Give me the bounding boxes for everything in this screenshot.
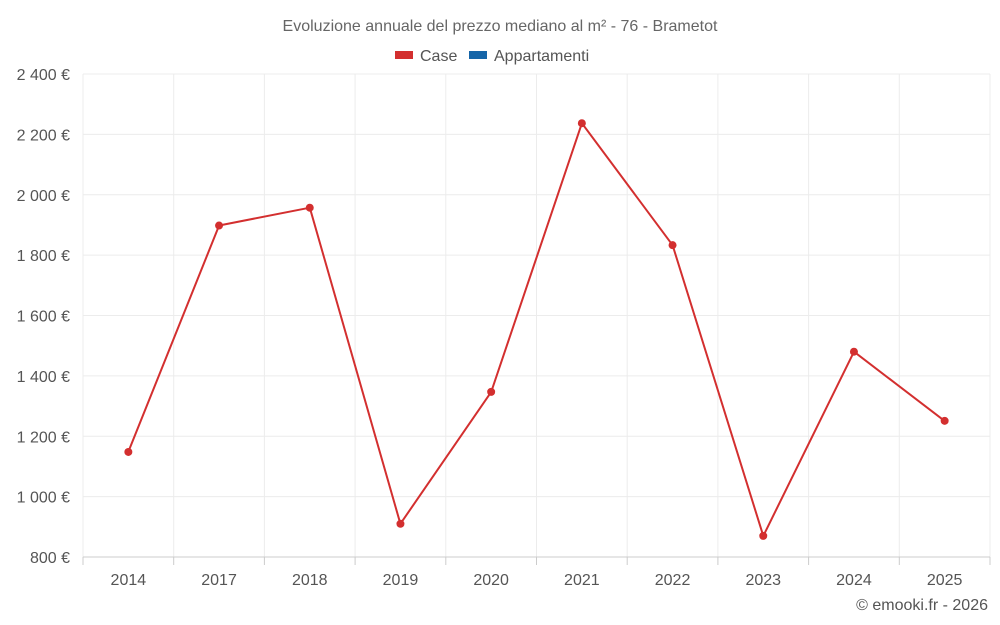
y-tick-label: 1 800 € (17, 248, 70, 265)
credit-text: © emooki.fr - 2026 (856, 597, 988, 614)
x-tick-label: 2025 (927, 572, 963, 589)
series-line-case (127, 122, 946, 537)
legend-swatch-1 (395, 51, 413, 59)
y-tick-label: 1 400 € (17, 369, 70, 386)
data-point-2018 (305, 203, 314, 212)
x-tick-label: 2019 (383, 572, 419, 589)
y-tick-label: 1 200 € (17, 429, 70, 446)
data-point-2023 (759, 531, 768, 540)
legend-label-2: Appartamenti (494, 48, 589, 65)
data-point-2022 (668, 241, 677, 250)
data-point-2024 (849, 347, 858, 356)
y-tick-label: 1 000 € (17, 490, 70, 507)
x-tick-label: 2017 (201, 572, 237, 589)
x-tick-label: 2020 (473, 572, 509, 589)
data-point-2025 (940, 416, 949, 425)
data-point-2021 (577, 119, 586, 128)
x-tick-label: 2023 (745, 572, 781, 589)
series-layer (124, 119, 949, 540)
y-tick-label: 2 400 € (17, 67, 70, 84)
legend: Case Appartamenti (395, 48, 589, 65)
x-tick-label: 2021 (564, 572, 600, 589)
grid (82, 73, 991, 557)
x-tick-label: 2024 (836, 572, 872, 589)
legend-label-1: Case (420, 48, 457, 65)
data-point-2017 (215, 221, 224, 230)
y-axis: 800 € 1 000 € 1 200 € 1 400 € 1 600 € 1 800 €… (17, 67, 70, 567)
legend-swatch-2 (469, 51, 487, 59)
y-tick-label: 1 600 € (17, 309, 70, 326)
y-tick-label: 800 € (30, 550, 70, 567)
x-tick-label: 2014 (111, 572, 147, 589)
chart-title: Evoluzione annuale del prezzo mediano al… (283, 18, 718, 35)
y-tick-label: 2 000 € (17, 188, 70, 205)
x-axis: 2014 2017 2018 2019 2020 2021 2022 2023 2024 2025 (82, 556, 991, 589)
data-point-2020 (487, 387, 496, 396)
data-point-2019 (396, 519, 405, 528)
x-tick-label: 2022 (655, 572, 691, 589)
data-point-2014 (124, 447, 133, 456)
y-tick-label: 2 200 € (17, 127, 70, 144)
x-tick-label: 2018 (292, 572, 328, 589)
